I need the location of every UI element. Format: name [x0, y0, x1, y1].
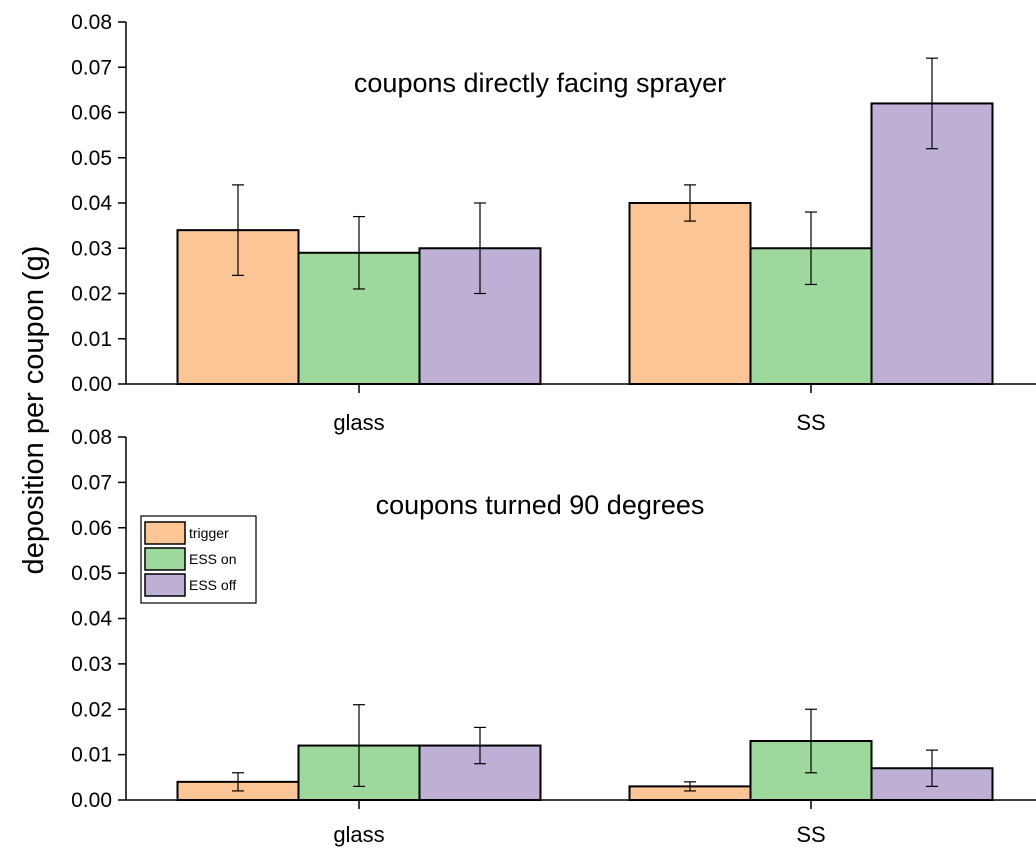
y-tick-label-1-8: 0.08: [71, 426, 112, 449]
y-tick-label-1-5: 0.05: [71, 562, 112, 585]
x-tick-label-0-0: glass: [333, 410, 384, 435]
y-tick-label-1-2: 0.02: [71, 698, 112, 721]
x-tick-label-1-1: SS: [796, 822, 825, 847]
legend-swatch-2: [144, 573, 186, 597]
x-tick-label-1-0: glass: [333, 822, 384, 847]
legend-label-1: ESS on: [189, 551, 236, 567]
bar-0-1-2: [870, 102, 994, 385]
y-tick-label-1-0: 0.00: [71, 789, 112, 812]
y-axis-title: deposition per coupon (g): [18, 246, 50, 575]
panel-title-1: coupons turned 90 degrees: [376, 490, 705, 520]
y-tick-label-0-2: 0.02: [71, 283, 112, 306]
y-tick-label-0-8: 0.08: [71, 11, 112, 34]
x-tick-label-0-1: SS: [796, 410, 825, 435]
y-tick-label-1-1: 0.01: [71, 744, 112, 767]
bar-0-1-0: [628, 202, 752, 385]
y-tick-label-0-6: 0.06: [71, 102, 112, 125]
y-tick-label-1-7: 0.07: [71, 471, 112, 494]
y-tick-label-0-4: 0.04: [71, 192, 112, 215]
panel-title-0: coupons directly facing sprayer: [354, 68, 726, 98]
y-tick-label-1-4: 0.04: [71, 608, 112, 631]
y-tick-label-1-6: 0.06: [71, 517, 112, 540]
legend-swatch-1: [144, 547, 186, 571]
y-tick-label-0-0: 0.00: [71, 373, 112, 396]
y-tick-label-0-1: 0.01: [71, 328, 112, 351]
y-tick-label-0-5: 0.05: [71, 147, 112, 170]
y-tick-label-0-3: 0.03: [71, 237, 112, 260]
legend-label-2: ESS off: [189, 577, 236, 593]
legend-label-0: trigger: [189, 525, 229, 541]
y-tick-label-0-7: 0.07: [71, 56, 112, 79]
legend-swatch-0: [144, 521, 186, 545]
y-tick-label-1-3: 0.03: [71, 653, 112, 676]
